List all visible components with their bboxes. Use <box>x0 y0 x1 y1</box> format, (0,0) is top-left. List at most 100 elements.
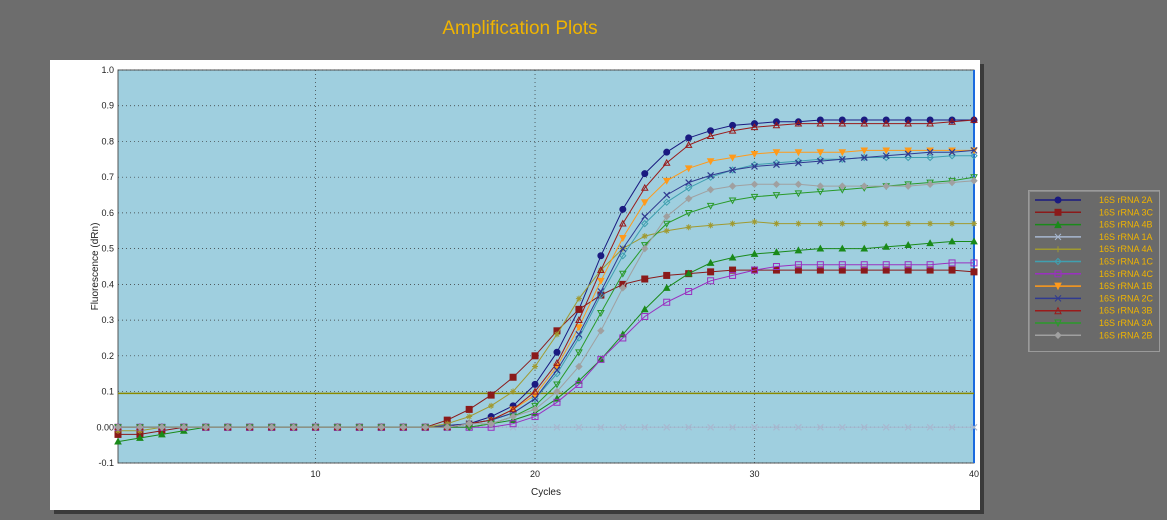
data-point <box>180 423 188 431</box>
data-point <box>575 349 583 357</box>
data-point <box>443 423 451 431</box>
data-point <box>838 155 846 163</box>
data-point <box>706 158 715 166</box>
data-point <box>575 423 583 431</box>
data-point <box>553 398 561 406</box>
data-point <box>794 266 802 274</box>
legend-entry: 16S rRNA 3C <box>1035 207 1154 217</box>
data-point <box>531 352 539 360</box>
data-point <box>641 233 648 240</box>
legend-entry: 16S rRNA 1A <box>1035 232 1153 242</box>
data-point <box>245 423 254 431</box>
data-point <box>707 423 715 431</box>
legend-label: 16S rRNA 2C <box>1099 293 1154 303</box>
legend-marker <box>1054 331 1062 340</box>
data-point <box>728 154 737 162</box>
data-point <box>684 184 693 192</box>
legend-entry: 16S rRNA 4A <box>1035 244 1153 254</box>
data-point <box>597 327 605 335</box>
legend-marker <box>1054 295 1062 302</box>
data-point <box>663 191 671 199</box>
data-point <box>641 170 649 178</box>
data-point <box>597 252 605 260</box>
data-point <box>663 212 671 221</box>
data-point <box>882 266 890 274</box>
data-point <box>729 166 736 174</box>
data-point <box>838 244 847 252</box>
data-point <box>970 177 978 185</box>
data-point <box>839 220 846 227</box>
data-point <box>532 363 539 370</box>
data-point <box>751 266 759 274</box>
data-point <box>597 423 605 431</box>
data-point <box>685 134 693 142</box>
legend-marker <box>1054 319 1062 328</box>
x-tick-label: 20 <box>530 469 540 479</box>
data-point <box>904 261 912 269</box>
data-point <box>136 433 144 441</box>
data-point <box>838 155 847 164</box>
data-point <box>685 288 693 296</box>
data-point <box>509 420 517 428</box>
legend-marker <box>1055 246 1061 253</box>
data-point <box>794 246 803 254</box>
data-point <box>531 380 539 388</box>
data-point <box>684 165 693 173</box>
data-point <box>970 146 978 154</box>
data-point <box>838 149 847 157</box>
data-point <box>575 305 583 313</box>
data-point <box>904 147 913 155</box>
data-point <box>531 413 539 421</box>
data-point <box>575 324 583 332</box>
data-point <box>860 182 868 190</box>
x-axis-label: Cycles <box>531 487 561 498</box>
y-tick-label: 0.8 <box>101 136 114 146</box>
data-point <box>531 395 539 403</box>
data-point <box>487 391 495 399</box>
data-point <box>750 123 759 131</box>
data-point <box>772 248 781 256</box>
data-point <box>860 266 868 274</box>
data-point <box>377 423 386 431</box>
legend-label: 16S rRNA 3B <box>1099 306 1153 316</box>
data-point <box>553 423 561 431</box>
data-point <box>531 402 539 410</box>
data-point <box>728 253 737 261</box>
x-tick-label: 30 <box>750 469 760 479</box>
data-point <box>531 394 539 403</box>
data-point <box>158 430 166 438</box>
data-point <box>860 153 868 162</box>
data-point <box>509 423 517 431</box>
data-point <box>641 275 649 283</box>
data-point <box>663 148 671 156</box>
y-tick-label: -0.1 <box>98 458 114 468</box>
data-point <box>948 259 956 267</box>
data-point <box>728 197 737 205</box>
data-point <box>707 222 714 229</box>
data-point <box>970 115 978 123</box>
data-point <box>158 423 166 431</box>
legend-entry: 16S rRNA 3B <box>1035 306 1153 316</box>
data-point <box>510 388 517 395</box>
legend-marker <box>1054 257 1062 266</box>
legend-label: 16S rRNA 2A <box>1099 195 1153 205</box>
data-point <box>926 423 934 431</box>
amplification-plot-panel: -0.1 0.00 0.1 0.2 0.3 0.4 0.5 0.6 0.7 0.8 0.9 1.0 10… <box>50 60 980 510</box>
data-point <box>619 252 627 260</box>
data-point <box>707 268 715 276</box>
data-point <box>706 185 715 194</box>
data-point <box>684 140 693 148</box>
data-point <box>289 423 298 431</box>
y-tick-label: 0.5 <box>101 244 114 254</box>
data-point <box>487 419 495 428</box>
data-point <box>531 405 539 414</box>
data-point <box>751 163 758 170</box>
legend-label: 16S rRNA 4C <box>1099 269 1154 279</box>
data-point <box>948 178 956 187</box>
data-point <box>882 119 891 127</box>
data-point <box>816 157 824 165</box>
data-point <box>641 244 649 253</box>
series-16s-rrna-2b <box>114 177 978 431</box>
data-point <box>640 183 649 191</box>
data-point <box>662 220 671 228</box>
